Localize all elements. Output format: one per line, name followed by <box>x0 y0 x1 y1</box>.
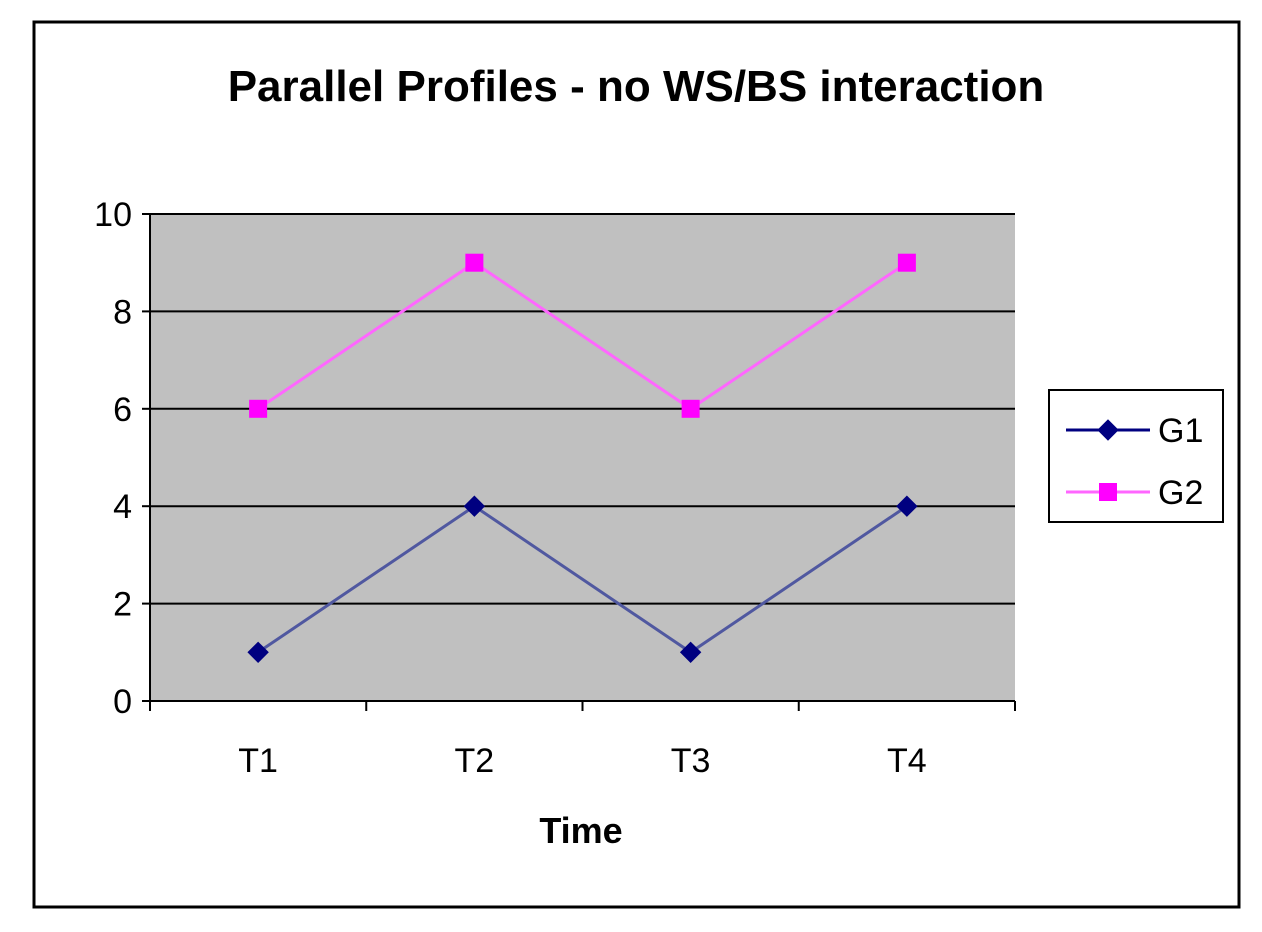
x-tick-label: T3 <box>671 742 711 780</box>
chart-title: Parallel Profiles - no WS/BS interaction <box>228 62 1045 111</box>
gridlines <box>150 213 1015 605</box>
series-line-g2 <box>257 260 908 411</box>
x-tick-label: T2 <box>455 742 495 780</box>
x-axis-title: Time <box>539 810 622 851</box>
legend-label-g2: G2 <box>1158 474 1203 512</box>
series-lines <box>247 253 918 664</box>
data-point-g1 <box>247 641 269 664</box>
y-tick-label: 4 <box>113 488 132 526</box>
legend: G1 G2 <box>1048 389 1224 523</box>
x-tick-labels: T1 T2 T3 T4 <box>238 742 926 780</box>
series-line-g1 <box>257 504 908 655</box>
data-point-g2 <box>249 399 268 418</box>
data-point-g1 <box>896 495 918 517</box>
legend-label-g1: G1 <box>1158 412 1203 450</box>
plot-area <box>150 214 1015 701</box>
y-tick-label: 0 <box>113 683 132 721</box>
data-point-g1 <box>679 641 702 664</box>
y-tick-label: 6 <box>113 391 132 429</box>
x-tick-label: T4 <box>887 742 927 780</box>
y-tick-label: 2 <box>113 586 132 624</box>
legend-marker-g2 <box>1099 483 1117 501</box>
legend-box <box>1048 389 1224 523</box>
y-tick-label: 10 <box>94 196 132 234</box>
x-tick-label: T1 <box>238 742 278 780</box>
y-tick-label: 8 <box>113 293 132 331</box>
legend-marker-g1 <box>1097 419 1119 441</box>
axes <box>142 213 1016 711</box>
data-point-g2 <box>465 253 484 272</box>
data-point-g2 <box>681 399 700 418</box>
y-tick-labels: 0 2 4 6 8 10 <box>94 196 132 721</box>
data-point-g1 <box>463 495 486 517</box>
data-point-g2 <box>897 253 916 272</box>
legend-items: G1 G2 <box>1066 412 1203 512</box>
